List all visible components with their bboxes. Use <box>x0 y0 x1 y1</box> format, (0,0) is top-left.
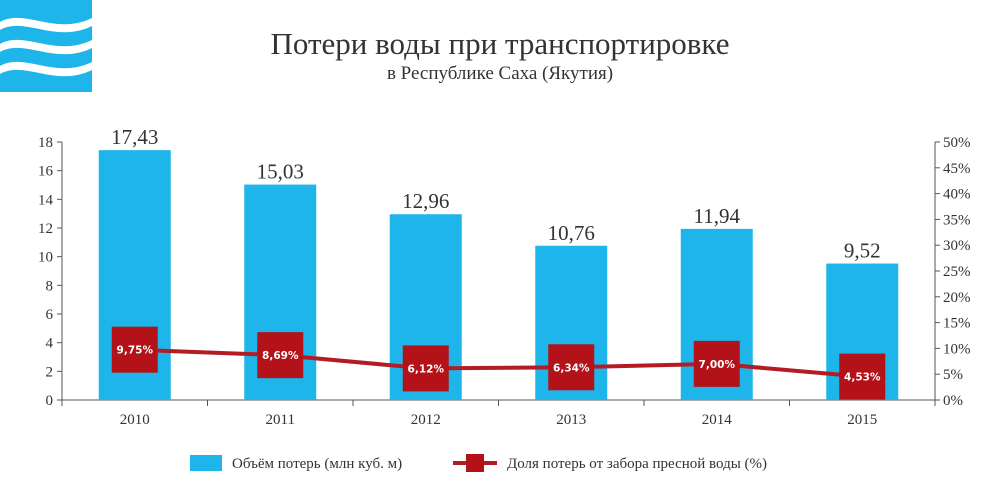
left-tick-label: 10 <box>38 250 53 266</box>
logo-wave-1 <box>0 17 92 33</box>
right-tick-label: 30% <box>943 238 971 254</box>
left-tick-label: 6 <box>46 307 54 323</box>
left-tick-label: 18 <box>38 135 53 151</box>
legend-bar-swatch <box>190 455 222 471</box>
left-tick-label: 0 <box>46 393 54 409</box>
left-tick-label: 2 <box>46 364 54 380</box>
x-tick-label: 2014 <box>702 412 733 428</box>
x-tick-label: 2012 <box>411 412 441 428</box>
left-tick-label: 8 <box>46 278 54 294</box>
right-tick-label: 10% <box>943 341 971 357</box>
line-marker <box>548 344 595 391</box>
line-marker <box>402 345 449 392</box>
right-tick-label: 5% <box>943 367 963 383</box>
line-marker <box>839 353 886 400</box>
left-tick-label: 12 <box>38 221 53 237</box>
line-marker <box>693 340 740 387</box>
legend-line-marker <box>466 454 484 472</box>
logo-icon <box>0 0 92 92</box>
line-value-label: 4,53% <box>844 372 881 384</box>
right-tick-label: 50% <box>943 135 971 151</box>
legend-bar-label: Объём потерь (млн куб. м) <box>232 456 402 472</box>
right-tick-label: 35% <box>943 212 971 228</box>
legend-line-label: Доля потерь от забора пресной воды (%) <box>507 456 767 472</box>
chart-title: Потери воды при транспортировке <box>270 26 730 61</box>
left-tick-label: 4 <box>46 336 54 352</box>
line-value-label: 6,34% <box>553 362 590 374</box>
axes: 0 2 4 6 8 10 12 14 16 18 0% 5% 10% 15% 20% 25% 30% 35% 40%… <box>38 135 971 428</box>
chart-subtitle: в Республике Саха (Якутия) <box>386 63 614 84</box>
line-path <box>134 347 863 379</box>
bar-value-label: 9,52 <box>844 239 881 263</box>
x-tick-label: 2013 <box>556 412 586 428</box>
line-value-label: 7,00% <box>699 359 736 371</box>
x-tick-label: 2010 <box>120 412 150 428</box>
right-tick-label: 20% <box>943 290 971 306</box>
line-marker <box>257 332 304 379</box>
legend: Объём потерь (млн куб. м) Доля потерь от … <box>190 454 767 472</box>
left-tick-label: 16 <box>38 164 54 180</box>
right-tick-label: 0% <box>943 393 963 409</box>
line-marker <box>111 326 158 373</box>
bar-value-label: 12,96 <box>402 189 449 213</box>
bar-value-label: 10,76 <box>548 221 595 245</box>
bar-value-label: 11,94 <box>694 204 741 228</box>
bar-value-label: 17,43 <box>111 125 158 149</box>
title-block: Потери воды при транспортировке в Респуб… <box>0 26 1000 86</box>
bar-value-label: 15,03 <box>257 160 304 184</box>
line-value-label: 8,69% <box>262 350 299 362</box>
left-tick-label: 14 <box>38 192 54 208</box>
right-tick-label: 40% <box>943 187 971 203</box>
line-value-label: 9,75% <box>117 345 154 357</box>
logo-wave-3 <box>0 61 92 77</box>
right-tick-label: 45% <box>943 161 971 177</box>
logo-wave-2 <box>0 39 92 55</box>
line-series: 9,75% 8,69% 6,12% 6,34% 7,00% 4,53% <box>111 326 886 400</box>
line-value-label: 6,12% <box>408 363 445 375</box>
x-tick-label: 2015 <box>847 412 877 428</box>
bars: 17,43 15,03 12,96 10,76 11,94 9,52 <box>98 125 899 400</box>
x-tick-label: 2011 <box>266 412 295 428</box>
right-tick-label: 25% <box>943 264 971 280</box>
right-tick-label: 15% <box>943 316 971 332</box>
